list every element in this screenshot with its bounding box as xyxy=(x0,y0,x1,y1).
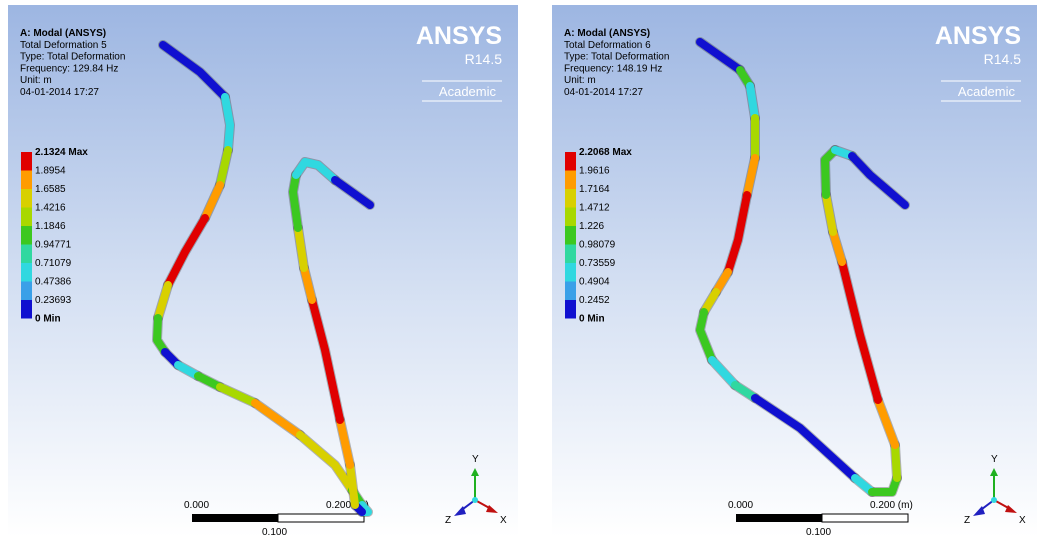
triad-x-label: X xyxy=(1019,515,1026,526)
legend-band xyxy=(21,263,32,282)
header-title: A: Modal (ANSYS) xyxy=(20,28,106,39)
triad-y-label: Y xyxy=(472,454,479,465)
legend-band xyxy=(565,189,576,208)
legend-band xyxy=(565,152,576,171)
logo-edition: Academic xyxy=(958,84,1016,99)
legend-label: 2.2068 Max xyxy=(579,147,632,158)
header-line: 04-01-2014 17:27 xyxy=(20,87,99,98)
header-line: Frequency: 148.19 Hz xyxy=(564,63,662,74)
result-panel: A: Modal (ANSYS)Total Deformation 6Type:… xyxy=(552,5,1037,538)
legend-band xyxy=(21,189,32,208)
legend-label: 0.73559 xyxy=(579,258,616,269)
logo-brand: ANSYS xyxy=(416,22,502,50)
legend-label: 1.6585 xyxy=(35,184,66,195)
logo-version: R14.5 xyxy=(984,51,1022,67)
legend-label: 2.1324 Max xyxy=(35,147,88,158)
triad-z-label: Z xyxy=(964,515,970,526)
legend-label: 0 Min xyxy=(579,314,605,325)
legend-label: 0.4904 xyxy=(579,277,610,288)
logo-version: R14.5 xyxy=(465,51,503,67)
legend-band xyxy=(21,208,32,227)
legend-band xyxy=(21,171,32,190)
legend-band xyxy=(21,282,32,301)
triad-y-label: Y xyxy=(991,454,998,465)
triad-origin xyxy=(472,497,478,503)
scale-start: 0.000 xyxy=(728,500,753,511)
scale-start: 0.000 xyxy=(184,500,209,511)
scale-end: 0.200 (m) xyxy=(870,500,913,511)
legend-band xyxy=(565,282,576,301)
legend-band xyxy=(21,152,32,171)
legend-label: 1.9616 xyxy=(579,166,610,177)
legend-label: 0.71079 xyxy=(35,258,72,269)
header-line: 04-01-2014 17:27 xyxy=(564,87,643,98)
logo-edition: Academic xyxy=(439,84,497,99)
scale-bar-white xyxy=(278,514,364,522)
scale-mid: 0.100 xyxy=(262,527,287,538)
legend-label: 0.2452 xyxy=(579,295,610,306)
legend-label: 1.4216 xyxy=(35,203,66,214)
legend-label: 1.4712 xyxy=(579,203,610,214)
legend-label: 0.94771 xyxy=(35,240,72,251)
legend-label: 1.1846 xyxy=(35,221,66,232)
scale-mid: 0.100 xyxy=(806,527,831,538)
result-panel: A: Modal (ANSYS)Total Deformation 5Type:… xyxy=(8,5,518,538)
legend-label: 0.23693 xyxy=(35,295,72,306)
triad-origin xyxy=(991,497,997,503)
legend-band xyxy=(565,263,576,282)
legend-band xyxy=(21,300,32,319)
tube-segment xyxy=(350,465,355,505)
tube-segment xyxy=(895,445,897,478)
header-title: A: Modal (ANSYS) xyxy=(564,28,650,39)
legend-band xyxy=(565,245,576,264)
logo-brand: ANSYS xyxy=(935,22,1021,50)
legend-label: 1.8954 xyxy=(35,166,66,177)
legend-label: 1.7164 xyxy=(579,184,610,195)
header-line: Type: Total Deformation xyxy=(20,52,125,63)
legend-label: 1.226 xyxy=(579,221,604,232)
header-line: Frequency: 129.84 Hz xyxy=(20,63,118,74)
legend-band xyxy=(21,226,32,245)
legend-band xyxy=(565,300,576,319)
page: {"panels": [ {"header": {"title": "A: Mo… xyxy=(0,0,1038,542)
triad-x-label: X xyxy=(500,515,507,526)
scale-bar-black xyxy=(192,514,278,522)
header-line: Total Deformation 6 xyxy=(564,40,651,51)
tube-segment xyxy=(225,97,230,150)
header-line: Unit: m xyxy=(20,75,52,86)
header-line: Type: Total Deformation xyxy=(564,52,669,63)
scale-bar-white xyxy=(822,514,908,522)
triad-z-label: Z xyxy=(445,515,451,526)
legend-label: 0 Min xyxy=(35,314,61,325)
header-line: Total Deformation 5 xyxy=(20,40,107,51)
tube-segment xyxy=(293,175,298,228)
legend-label: 0.98079 xyxy=(579,240,616,251)
screenshot: A: Modal (ANSYS)Total Deformation 5Type:… xyxy=(0,0,1038,542)
legend-band xyxy=(565,171,576,190)
legend-band xyxy=(21,245,32,264)
legend-band xyxy=(565,208,576,227)
legend-label: 0.47386 xyxy=(35,277,72,288)
legend-band xyxy=(565,226,576,245)
header-line: Unit: m xyxy=(564,75,596,86)
tube-segment xyxy=(750,86,755,118)
scale-bar-black xyxy=(736,514,822,522)
